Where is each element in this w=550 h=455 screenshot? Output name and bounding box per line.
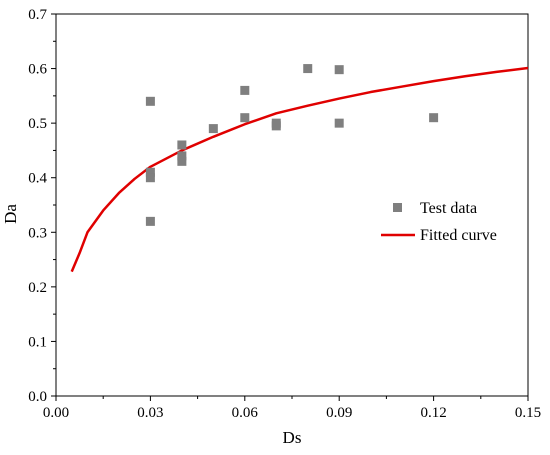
x-tick-label: 0.06 — [232, 405, 259, 421]
x-tick-label: 0.12 — [420, 405, 446, 421]
test-data-point — [177, 156, 187, 166]
fitted-curve-line — [70, 66, 529, 273]
legend: Test data Fitted curve — [372, 190, 517, 247]
x-tick-label: 0.00 — [43, 405, 69, 421]
y-axis-title: Da — [1, 204, 20, 224]
test-data-point — [429, 113, 439, 123]
test-data-point — [303, 64, 313, 74]
x-axis-title: Ds — [283, 428, 302, 447]
test-data-point — [145, 173, 155, 183]
test-data-point — [177, 140, 187, 150]
x-tick-label: 0.09 — [326, 405, 352, 421]
x-tick-label: 0.03 — [137, 405, 163, 421]
test-data-point — [208, 124, 218, 134]
legend-box — [372, 190, 517, 247]
test-data-point — [177, 151, 187, 161]
test-data-point — [145, 167, 155, 177]
test-data-point — [334, 118, 344, 128]
y-tick-label: 0.6 — [28, 62, 47, 78]
test-data-point — [240, 113, 250, 123]
x-tick-label: 0.15 — [515, 405, 541, 421]
y-tick-label: 0.7 — [28, 7, 47, 23]
legend-marker-test-data — [393, 203, 402, 212]
y-tick-label: 0.2 — [28, 280, 47, 296]
test-data-point — [240, 85, 250, 95]
test-data-point — [334, 65, 344, 75]
legend-label-fitted-curve: Fitted curve — [420, 227, 497, 244]
y-tick-label: 0.5 — [28, 116, 47, 132]
y-tick-label: 0.3 — [28, 225, 47, 241]
legend-label-test-data: Test data — [420, 200, 477, 217]
y-tick-label: 0.4 — [28, 171, 47, 187]
test-data-point — [145, 216, 155, 226]
y-tick-label: 0.0 — [28, 389, 47, 405]
test-data-point — [145, 96, 155, 106]
y-tick-label: 0.1 — [28, 334, 47, 350]
plot-area: 0.00 0.03 0.06 0.09 0.12 0.15 0.0 0.1 0.2 0.3 0.4 0… — [28, 7, 541, 421]
test-data-point — [271, 121, 281, 131]
